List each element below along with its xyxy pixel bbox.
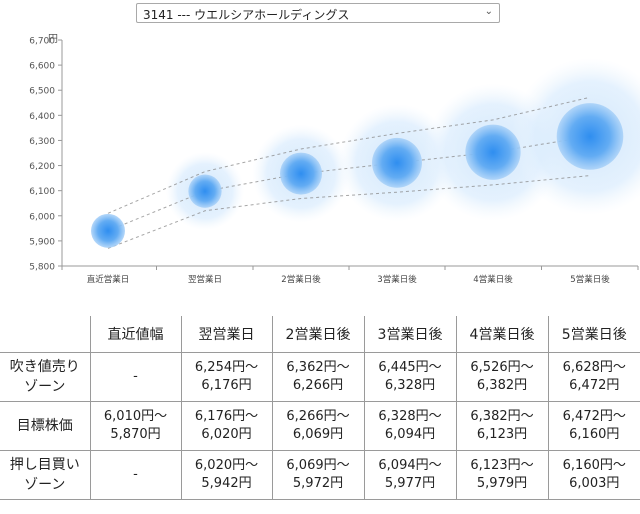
header-cell: 2営業日後 xyxy=(271,316,365,353)
y-tick-label: 6,700 xyxy=(29,37,55,47)
target-bubble xyxy=(279,152,323,195)
y-tick-label: 6,300 xyxy=(29,137,55,147)
zone-table: 直近値幅 翌営業日 2営業日後 3営業日後 4営業日後 5営業日後 吹き値売りゾ… xyxy=(0,316,640,500)
stock-selector-value: 3141 --- ウエルシアホールディングス xyxy=(143,8,350,22)
table-row: 目標株価 6,010円〜 5,870円 6,176円〜 6,020円 6,266円〜 6,0… xyxy=(0,401,640,451)
price-cell: 6,160円〜 6,003円 xyxy=(547,450,640,500)
header-cell: 翌営業日 xyxy=(180,316,273,353)
table-row: 吹き値売り ゾーン -6,254円〜 6,176円 6,362円〜 6,266円 6,445… xyxy=(0,352,640,402)
y-tick-label: 6,500 xyxy=(29,87,55,97)
header-cell: 3営業日後 xyxy=(363,316,457,353)
table-header-row: 直近値幅 翌営業日 2営業日後 3営業日後 4営業日後 5営業日後 xyxy=(0,316,640,353)
header-cell: 5営業日後 xyxy=(547,316,640,353)
price-cell: 6,526円〜 6,382円 xyxy=(455,352,549,402)
table-row: 押し目買い ゾーン -6,020円〜 5,942円 6,069円〜 5,972円 6,094… xyxy=(0,450,640,500)
price-forecast-chart: 5,800 5,900 6,000 6,100 6,200 6,300 6,400 6,500… xyxy=(29,34,640,285)
row-label: 目標株価 xyxy=(0,401,91,451)
price-cell: 6,176円〜 6,020円 xyxy=(180,401,273,451)
x-tick-label: 2営業日後 xyxy=(281,274,321,285)
row-label: 押し目買い ゾーン xyxy=(0,450,91,500)
target-bubble xyxy=(372,137,422,188)
y-tick-label: 6,400 xyxy=(29,112,55,122)
price-cell: 6,628円〜 6,472円 xyxy=(547,352,640,402)
lower-band-line xyxy=(107,175,591,249)
price-cell: 6,266円〜 6,069円 xyxy=(271,401,365,451)
price-cell: 6,382円〜 6,123円 xyxy=(455,401,549,451)
price-cell: 6,472円〜 6,160円 xyxy=(547,401,640,451)
stock-selector[interactable]: 3141 --- ウエルシアホールディングス ⌄ xyxy=(136,3,500,23)
target-bubble xyxy=(465,124,521,180)
y-tick-label: 5,800 xyxy=(29,263,55,273)
price-cell: 6,123円〜 5,979円 xyxy=(455,450,549,500)
x-tick-label: 5営業日後 xyxy=(570,274,610,285)
chevron-down-icon[interactable]: ⌄ xyxy=(484,6,493,17)
header-corner xyxy=(0,316,91,353)
target-bubble xyxy=(91,213,125,248)
x-tick-label: 3営業日後 xyxy=(377,274,417,285)
header-cell: 4営業日後 xyxy=(455,316,549,353)
target-bubble xyxy=(188,174,222,208)
y-axis-label: 円 xyxy=(48,34,58,45)
x-tick-label: 4営業日後 xyxy=(473,274,513,285)
y-tick-label: 6,100 xyxy=(29,187,55,197)
price-cell: 6,445円〜 6,328円 xyxy=(363,352,457,402)
header-cell: 直近値幅 xyxy=(89,316,182,353)
price-cell: 6,094円〜 5,977円 xyxy=(363,450,457,500)
upper-band-line xyxy=(107,96,591,214)
price-cell: 6,254円〜 6,176円 xyxy=(180,352,273,402)
price-cell: - xyxy=(89,450,182,500)
price-cell: 6,362円〜 6,266円 xyxy=(271,352,365,402)
target-bubble xyxy=(556,103,624,170)
price-cell: 6,010円〜 5,870円 xyxy=(89,401,182,451)
y-tick-label: 5,900 xyxy=(29,237,55,247)
row-label: 吹き値売り ゾーン xyxy=(0,352,91,402)
y-tick-label: 6,000 xyxy=(29,212,55,222)
y-tick-label: 6,200 xyxy=(29,162,55,172)
x-tick-label: 翌営業日 xyxy=(188,274,222,285)
x-tick-label: 直近営業日 xyxy=(87,274,130,285)
price-cell: - xyxy=(89,352,182,402)
y-tick-label: 6,600 xyxy=(29,62,55,72)
price-cell: 6,020円〜 5,942円 xyxy=(180,450,273,500)
price-cell: 6,328円〜 6,094円 xyxy=(363,401,457,451)
price-cell: 6,069円〜 5,972円 xyxy=(271,450,365,500)
